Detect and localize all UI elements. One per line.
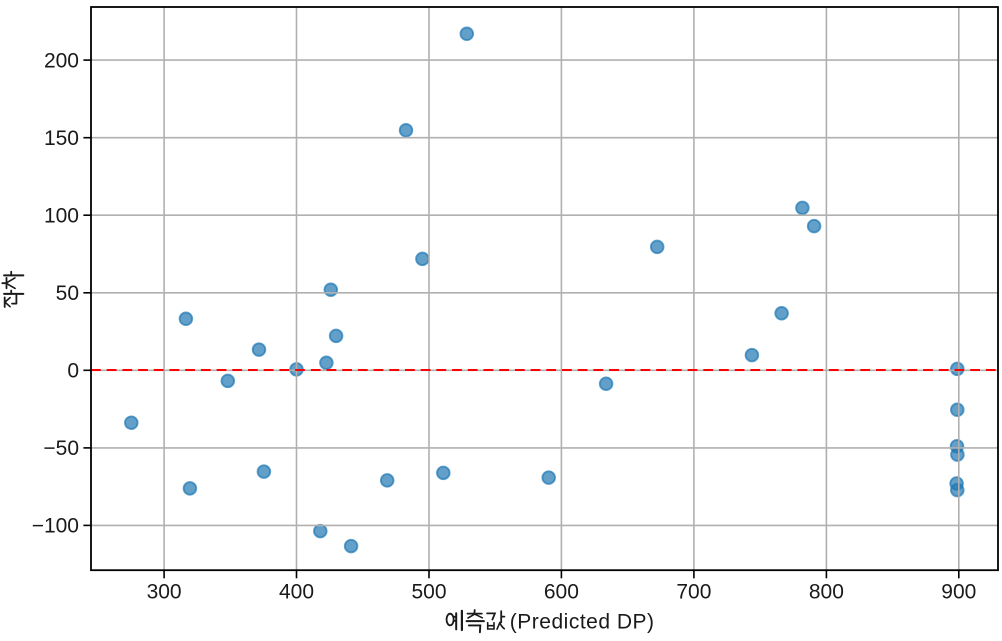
svg-text:0: 0 [67, 360, 79, 383]
svg-text:400: 400 [279, 580, 314, 603]
svg-text:(Predicted DP): (Predicted DP) [510, 610, 655, 633]
svg-text:600: 600 [544, 580, 579, 603]
svg-text:200: 200 [44, 49, 79, 72]
svg-text:500: 500 [411, 580, 446, 603]
svg-text:100: 100 [44, 204, 79, 227]
svg-text:700: 700 [676, 580, 711, 603]
svg-text:300: 300 [147, 580, 182, 603]
svg-text:800: 800 [809, 580, 844, 603]
svg-text:−50: −50 [43, 437, 79, 460]
svg-text:900: 900 [941, 580, 976, 603]
svg-text:50: 50 [56, 282, 79, 305]
svg-text:−100: −100 [32, 515, 79, 538]
svg-text:150: 150 [44, 127, 79, 150]
